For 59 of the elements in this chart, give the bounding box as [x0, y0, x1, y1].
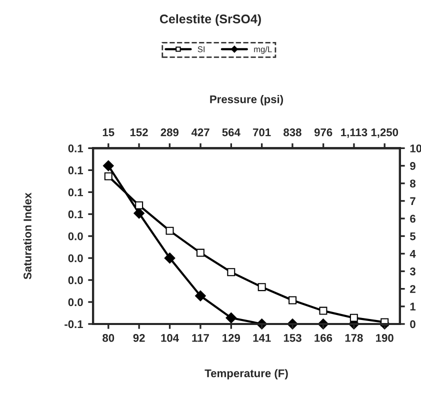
y-tick-label: 0.0: [68, 298, 83, 306]
point: [195, 290, 206, 302]
x-axis-title: Temperature (F): [204, 369, 288, 380]
x2-axis-title: Pressure (psi): [210, 95, 283, 106]
x2-tick-label: 1,113: [341, 128, 368, 138]
y2-tick-label: 1: [410, 302, 416, 310]
point: [319, 306, 328, 315]
point: [134, 208, 145, 219]
y2-tick-label: 4: [410, 250, 416, 258]
point: [227, 268, 236, 276]
y-tick-label: 0.0: [68, 232, 83, 240]
y2-tick-label: 9: [410, 162, 416, 170]
x2-tick-label: 701: [253, 128, 271, 136]
point: [350, 314, 358, 322]
x-tick-label: 92: [133, 334, 145, 342]
x-tick-label: 141: [253, 334, 271, 342]
x-tick-label: 117: [192, 334, 209, 342]
x-tick-label: 129: [222, 334, 240, 342]
y2-tick-label: 6: [410, 214, 416, 223]
point: [288, 296, 297, 304]
x2-tick-label: 838: [284, 128, 302, 136]
y2-tick-label: 8: [410, 180, 416, 188]
x2-tick-label: 152: [130, 128, 148, 136]
point: [164, 252, 176, 264]
y2-tick-label: 0: [410, 320, 416, 328]
x-tick-label: 153: [284, 334, 302, 342]
legend-label: SI: [198, 46, 204, 52]
y2-tick-label: 2: [410, 285, 416, 293]
legend-label: mg/L: [254, 46, 272, 54]
x2-tick-label: 289: [160, 128, 179, 136]
point: [226, 312, 237, 324]
point: [196, 248, 204, 257]
y-axis-title: Saturation Index: [23, 192, 32, 280]
x-tick-label: 80: [102, 334, 114, 342]
y2-tick-label: 7: [410, 197, 416, 205]
y-tick-label: 0.1: [68, 210, 84, 218]
y-tick-label: 0.0: [68, 254, 83, 262]
x2-tick-label: 1,250: [371, 128, 398, 138]
y2-tick-label: 3: [410, 268, 416, 276]
x2-tick-label: 427: [191, 128, 210, 136]
point: [258, 283, 266, 292]
point: [104, 172, 112, 180]
y-tick-label: 0.1: [68, 188, 84, 196]
x2-tick-label: 15: [102, 128, 114, 136]
x2-tick-label: 976: [314, 128, 332, 136]
chart-title: Celestite (SrSO4): [160, 14, 261, 26]
point: [102, 160, 114, 172]
y-tick-label: 0.1: [68, 144, 84, 152]
x-tick-label: 178: [345, 334, 363, 342]
x2-tick-label: 564: [222, 128, 240, 136]
y-tick-label: 0.0: [68, 276, 83, 284]
point: [166, 226, 174, 235]
y-tick-label: -0.1: [64, 320, 84, 328]
y-tick-label: 0.1: [68, 166, 84, 174]
point: [135, 201, 144, 210]
x-tick-label: 190: [376, 334, 394, 342]
x-tick-label: 104: [161, 334, 179, 342]
y2-tick-label: 5: [410, 232, 416, 240]
x-tick-label: 166: [314, 334, 332, 342]
